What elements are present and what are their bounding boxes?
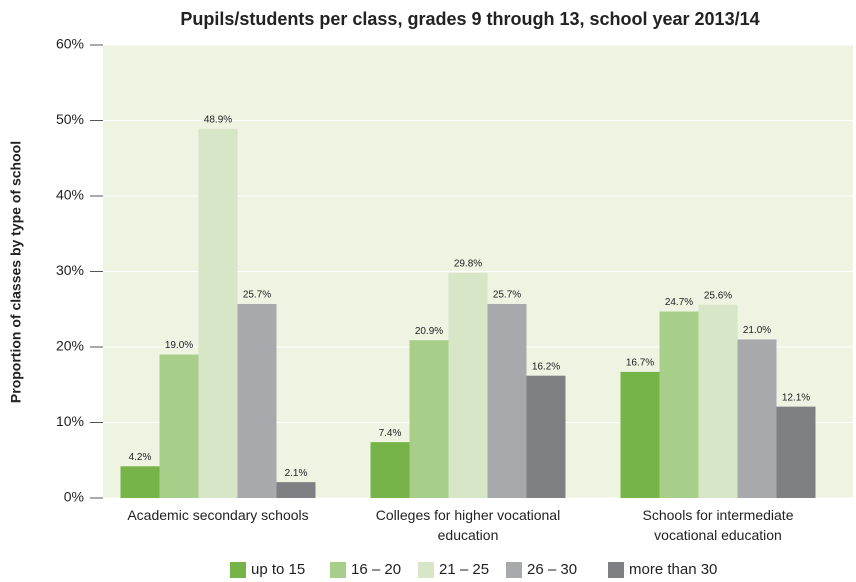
y-tick-label: 50%	[56, 111, 84, 127]
legend-item: 26 – 30	[506, 561, 577, 578]
legend-swatch	[230, 561, 246, 578]
legend-swatch	[608, 561, 624, 578]
bar	[409, 340, 449, 498]
bar	[776, 406, 816, 498]
y-tick-label: 10%	[56, 413, 84, 429]
value-label: 48.9%	[204, 114, 232, 125]
bar	[198, 128, 238, 498]
value-label: 19.0%	[165, 340, 193, 351]
value-label: 21.0%	[743, 325, 771, 336]
value-label: 29.8%	[454, 259, 482, 270]
y-tick-label: 30%	[56, 262, 84, 278]
legend-swatch	[506, 561, 522, 578]
legend-swatch	[330, 561, 346, 578]
value-label: 16.2%	[532, 361, 560, 372]
legend-item: more than 30	[608, 561, 717, 578]
bar	[370, 442, 410, 498]
bar	[159, 354, 199, 498]
legend-item: up to 15	[230, 561, 305, 578]
bar	[487, 303, 527, 498]
legend-item: 21 – 25	[418, 561, 489, 578]
legend-label: 16 – 20	[351, 561, 402, 578]
legend-label: 21 – 25	[439, 561, 490, 578]
x-tick-label: Academic secondary schools	[127, 507, 309, 523]
value-label: 12.1%	[782, 392, 810, 403]
y-axis-label: Proportion of classes by type of school	[8, 141, 24, 403]
value-label: 25.7%	[243, 290, 271, 301]
bar	[698, 304, 738, 498]
legend-label: up to 15	[251, 561, 306, 578]
bar	[237, 303, 277, 498]
value-label: 4.2%	[129, 452, 152, 463]
legend-item: 16 – 20	[330, 561, 401, 578]
legend-swatch	[418, 561, 434, 578]
bar	[526, 375, 566, 498]
chart-title: Pupils/students per class, grades 9 thro…	[180, 9, 759, 29]
value-label: 25.7%	[493, 290, 521, 301]
bar	[737, 339, 777, 498]
value-label: 20.9%	[415, 326, 443, 337]
y-tick-label: 0%	[64, 489, 84, 505]
value-label: 7.4%	[379, 428, 402, 439]
bar	[620, 371, 660, 498]
legend-label: 26 – 30	[527, 561, 578, 578]
bar	[120, 466, 160, 498]
y-tick-label: 20%	[56, 338, 84, 354]
bar	[659, 311, 699, 498]
legend-label: more than 30	[629, 561, 718, 578]
value-label: 2.1%	[285, 468, 308, 479]
value-label: 25.6%	[704, 290, 732, 301]
bar	[276, 482, 316, 498]
y-tick-label: 60%	[56, 36, 84, 52]
bar	[448, 273, 488, 498]
value-label: 24.7%	[665, 297, 693, 308]
value-label: 16.7%	[626, 358, 654, 369]
x-tick-label: Schools for intermediate vocational educ…	[642, 507, 794, 543]
x-tick-label: Colleges for higher vocational education	[375, 507, 561, 543]
y-tick-label: 40%	[56, 187, 84, 203]
